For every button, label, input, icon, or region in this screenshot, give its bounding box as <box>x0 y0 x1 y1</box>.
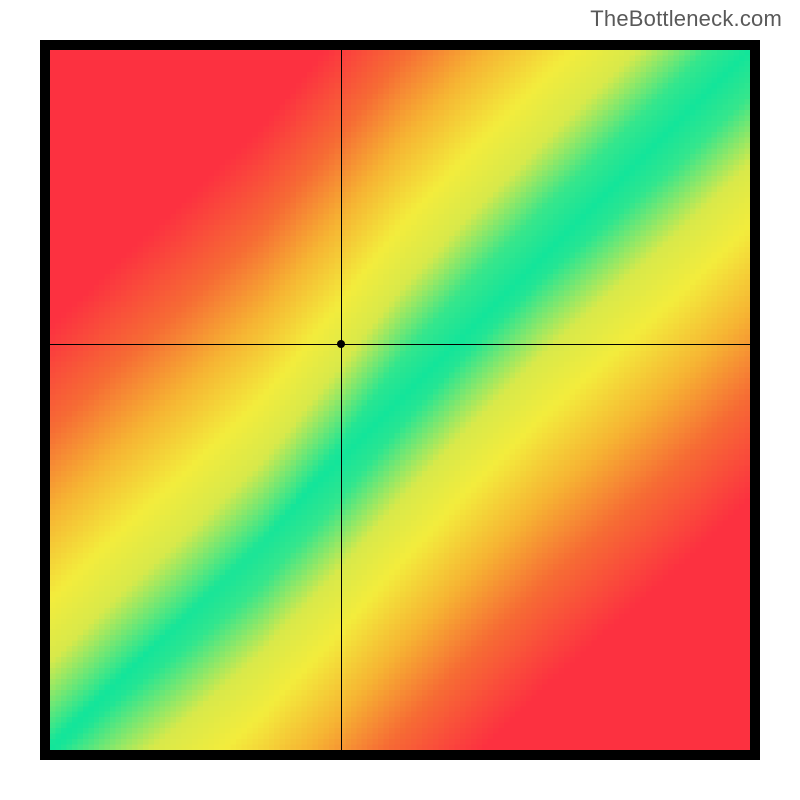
watermark-text: TheBottleneck.com <box>590 6 782 32</box>
chart-container: TheBottleneck.com <box>0 0 800 800</box>
heatmap-canvas <box>50 50 750 750</box>
data-point-marker <box>337 340 345 348</box>
plot-area <box>50 50 750 750</box>
plot-frame <box>40 40 760 760</box>
crosshair-horizontal <box>50 344 750 345</box>
crosshair-vertical <box>341 50 342 750</box>
